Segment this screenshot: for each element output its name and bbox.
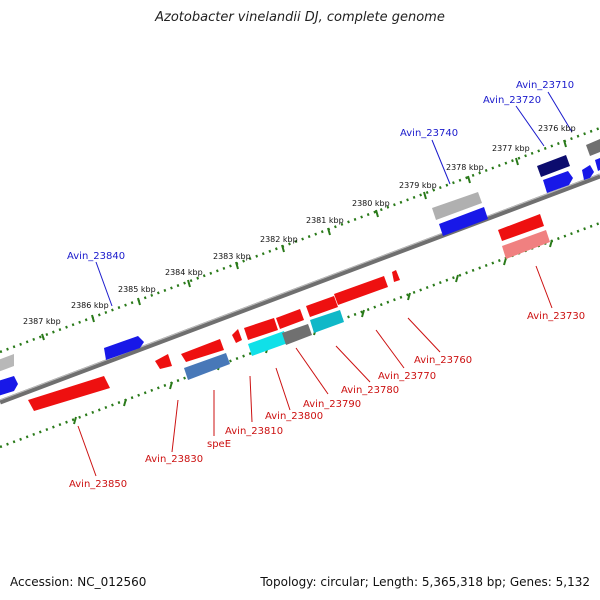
gene-arrow[interactable] bbox=[582, 165, 594, 180]
gene-arrow[interactable] bbox=[502, 230, 550, 259]
gene-arrow[interactable] bbox=[244, 318, 278, 340]
gene-arrow[interactable] bbox=[248, 331, 288, 356]
forward-genes bbox=[0, 139, 600, 396]
reverse-gene-labels: Avin_23730 Avin_23760 Avin_23770 Avin_23… bbox=[69, 311, 585, 490]
tick-label: 2385 kbp bbox=[118, 285, 156, 294]
gene-arrow[interactable] bbox=[181, 339, 224, 362]
tick-label: 2377 kbp bbox=[492, 144, 530, 153]
gene-label[interactable]: Avin_23830 bbox=[145, 454, 203, 465]
gene-arrow[interactable] bbox=[392, 270, 400, 282]
gene-arrow[interactable] bbox=[310, 310, 344, 333]
gene-label[interactable]: Avin_23790 bbox=[303, 399, 361, 410]
gene-arrow[interactable] bbox=[0, 354, 14, 372]
tick-label: 2384 kbp bbox=[165, 268, 203, 277]
tick-labels: 2376 kbp 2377 kbp 2378 kbp 2379 kbp 2380… bbox=[23, 124, 576, 326]
tick-label: 2380 kbp bbox=[352, 199, 390, 208]
gene-label[interactable]: Avin_23840 bbox=[67, 251, 125, 262]
gene-label[interactable]: Avin_23710 bbox=[516, 80, 574, 91]
forward-major-ticks bbox=[41, 139, 567, 341]
forward-gene-labels: Avin_23710 Avin_23720 Avin_23740 Avin_23… bbox=[67, 80, 574, 262]
gene-label[interactable]: Avin_23720 bbox=[483, 95, 541, 106]
genome-backbone-highlight bbox=[0, 173, 600, 401]
gene-arrow[interactable] bbox=[595, 158, 600, 171]
gene-arrow[interactable] bbox=[334, 276, 388, 305]
gene-arrow[interactable] bbox=[432, 192, 482, 220]
gene-arrow[interactable] bbox=[586, 139, 600, 156]
genome-title: Azotobacter vinelandii DJ, complete geno… bbox=[155, 10, 445, 25]
gene-label[interactable]: Avin_23850 bbox=[69, 479, 127, 490]
accession-text: Accession: NC_012560 bbox=[10, 575, 147, 589]
gene-arrow[interactable] bbox=[184, 353, 230, 380]
gene-arrow[interactable] bbox=[276, 309, 304, 329]
gene-label[interactable]: Avin_23810 bbox=[225, 426, 283, 437]
gene-arrow[interactable] bbox=[543, 171, 573, 193]
forward-label-leaders bbox=[95, 91, 573, 307]
genome-summary-text: Topology: circular; Length: 5,365,318 bp… bbox=[260, 575, 590, 589]
forward-tick-track bbox=[0, 126, 600, 354]
gene-arrow[interactable] bbox=[0, 376, 18, 396]
gene-label[interactable]: Avin_23740 bbox=[400, 128, 458, 139]
tick-label: 2381 kbp bbox=[306, 216, 344, 225]
tick-label: 2383 kbp bbox=[213, 252, 251, 261]
gene-arrow[interactable] bbox=[306, 296, 338, 317]
gene-arrow[interactable] bbox=[232, 329, 242, 343]
gene-arrow[interactable] bbox=[282, 324, 312, 345]
tick-label: 2387 kbp bbox=[23, 317, 61, 326]
gene-label[interactable]: Avin_23760 bbox=[414, 355, 472, 366]
reverse-tick-track bbox=[0, 221, 600, 449]
gene-label[interactable]: speE bbox=[207, 439, 231, 450]
gene-label[interactable]: Avin_23780 bbox=[341, 385, 399, 396]
gene-arrow[interactable] bbox=[104, 336, 144, 360]
tick-label: 2379 kbp bbox=[399, 181, 437, 190]
tick-label: 2376 kbp bbox=[538, 124, 576, 133]
gene-arrow[interactable] bbox=[537, 155, 570, 177]
gene-arrow[interactable] bbox=[439, 207, 488, 236]
tick-label: 2382 kbp bbox=[260, 235, 298, 244]
gene-label[interactable]: Avin_23770 bbox=[378, 371, 436, 382]
tick-label: 2378 kbp bbox=[446, 163, 484, 172]
gene-arrow[interactable] bbox=[155, 354, 172, 369]
gene-arrow[interactable] bbox=[498, 214, 544, 241]
reverse-label-leaders bbox=[77, 265, 553, 477]
tick-label: 2386 kbp bbox=[71, 301, 109, 310]
gene-label[interactable]: Avin_23730 bbox=[527, 311, 585, 322]
gene-label[interactable]: Avin_23800 bbox=[265, 411, 323, 422]
genome-backbone bbox=[0, 173, 600, 405]
reverse-genes bbox=[28, 214, 550, 411]
gene-arrow[interactable] bbox=[28, 376, 110, 411]
